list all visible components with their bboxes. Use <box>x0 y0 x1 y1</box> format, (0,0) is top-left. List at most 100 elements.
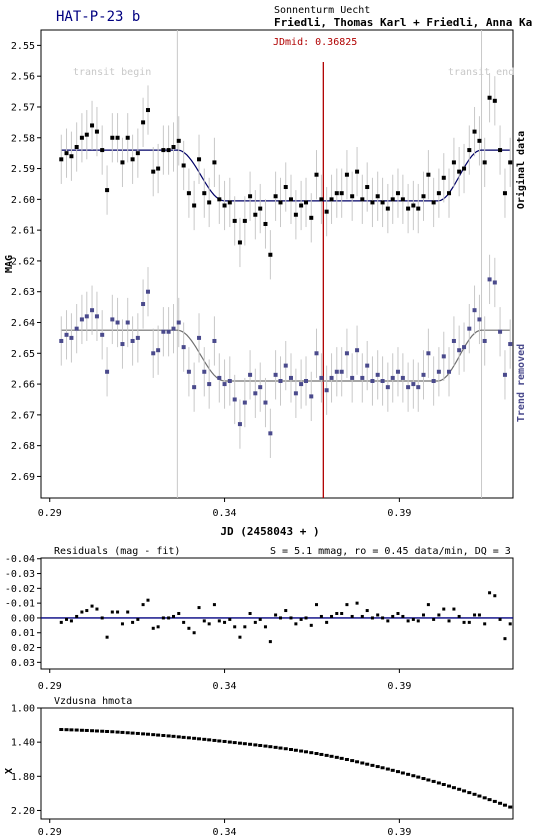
data-point-original <box>222 203 227 208</box>
airmass-point <box>329 754 334 758</box>
airmass-point <box>350 759 355 763</box>
data-point-detrended <box>472 308 477 313</box>
data-point-original <box>263 221 268 226</box>
data-point-original <box>171 145 176 149</box>
data-point-detrended <box>477 317 482 322</box>
airmass-point <box>222 739 227 743</box>
data-point-original <box>258 206 263 211</box>
data-point-detrended <box>79 317 84 322</box>
data-point-original <box>161 148 166 153</box>
airmass-title: Vzdusna hmota <box>54 696 132 707</box>
residual-point <box>161 616 165 620</box>
airmass-point <box>94 729 99 733</box>
x-tick-label: 0.29 <box>38 508 62 519</box>
airmass-point <box>207 738 212 742</box>
data-point-original <box>115 135 120 140</box>
data-point-original <box>390 197 395 202</box>
data-point-original <box>370 200 375 205</box>
data-point-detrended <box>192 385 197 390</box>
data-point-original <box>202 191 207 196</box>
airmass-point <box>344 757 349 761</box>
jdmid-label: JDmid: 0.36825 <box>273 37 357 48</box>
data-point-original <box>457 169 462 174</box>
data-point-original <box>447 191 452 196</box>
airmass-point <box>436 781 441 785</box>
airmass-point <box>217 739 222 743</box>
residual-point <box>100 616 104 620</box>
data-point-original <box>395 191 400 196</box>
airmass-point <box>156 733 161 737</box>
residual-point <box>120 622 124 626</box>
residual-point <box>126 610 130 614</box>
data-point-detrended <box>278 379 283 383</box>
airmass-point <box>151 733 156 737</box>
residual-point <box>386 619 390 623</box>
x-tick-label: 0.29 <box>38 827 62 838</box>
data-point-original <box>186 191 191 196</box>
residual-point <box>416 619 420 623</box>
y-tick-label: 1.40 <box>11 738 35 749</box>
airmass-point <box>467 791 472 795</box>
data-point-detrended <box>451 338 456 343</box>
residual-point <box>187 626 191 630</box>
data-point-detrended <box>222 382 227 387</box>
data-point-original <box>329 197 334 202</box>
data-point-original <box>502 191 507 196</box>
airmass-point <box>390 768 395 772</box>
data-point-original <box>421 194 426 199</box>
y-tick-label: 2.66 <box>11 380 35 391</box>
data-point-detrended <box>309 394 314 399</box>
data-point-original <box>90 123 95 128</box>
airmass-point <box>59 728 64 732</box>
data-point-detrended <box>431 379 436 383</box>
airmass-point <box>181 735 186 739</box>
residual-point <box>315 603 319 607</box>
residual-point <box>80 610 84 614</box>
residual-point <box>498 617 502 621</box>
data-point-original <box>248 194 253 199</box>
y-tick-label: -0.03 <box>5 569 35 580</box>
airmass-y-label: X <box>4 768 15 774</box>
airmass-point <box>110 730 115 734</box>
residual-point <box>177 612 181 615</box>
airmass-point <box>477 794 482 798</box>
x-tick-label: 0.39 <box>387 681 411 692</box>
data-point-detrended <box>319 375 324 380</box>
airmass-point <box>314 752 319 756</box>
data-point-detrended <box>120 342 125 347</box>
data-point-detrended <box>467 326 472 331</box>
data-point-original <box>69 154 74 159</box>
data-point-detrended <box>100 332 105 337</box>
data-point-original <box>416 206 421 211</box>
residual-point <box>411 617 415 621</box>
data-point-original <box>375 194 380 199</box>
residual-point <box>335 612 339 615</box>
airmass-point <box>171 734 176 738</box>
data-point-original <box>125 135 130 140</box>
data-point-detrended <box>436 369 441 374</box>
data-point-original <box>156 166 161 171</box>
airmass-point <box>431 779 436 783</box>
y-tick-label: 2.55 <box>11 41 35 52</box>
y-tick-label: 0.03 <box>11 658 35 669</box>
residual-point <box>488 591 492 595</box>
residual-point <box>136 617 140 621</box>
data-point-detrended <box>416 385 421 390</box>
residual-point <box>167 616 171 620</box>
data-point-detrended <box>314 351 319 356</box>
data-point-original <box>105 188 110 193</box>
data-point-original <box>59 157 64 162</box>
airmass-point <box>232 741 237 745</box>
residual-point <box>223 620 227 624</box>
airmass-point <box>237 741 242 745</box>
residuals-frame <box>40 557 514 670</box>
data-point-detrended <box>207 382 212 387</box>
residual-point <box>228 617 232 621</box>
residual-point <box>294 622 298 626</box>
residual-point <box>156 625 160 629</box>
airmass-point <box>426 778 431 782</box>
airmass-point <box>105 729 110 733</box>
data-point-detrended <box>502 372 507 377</box>
residual-point <box>432 617 436 621</box>
data-point-detrended <box>462 345 467 350</box>
